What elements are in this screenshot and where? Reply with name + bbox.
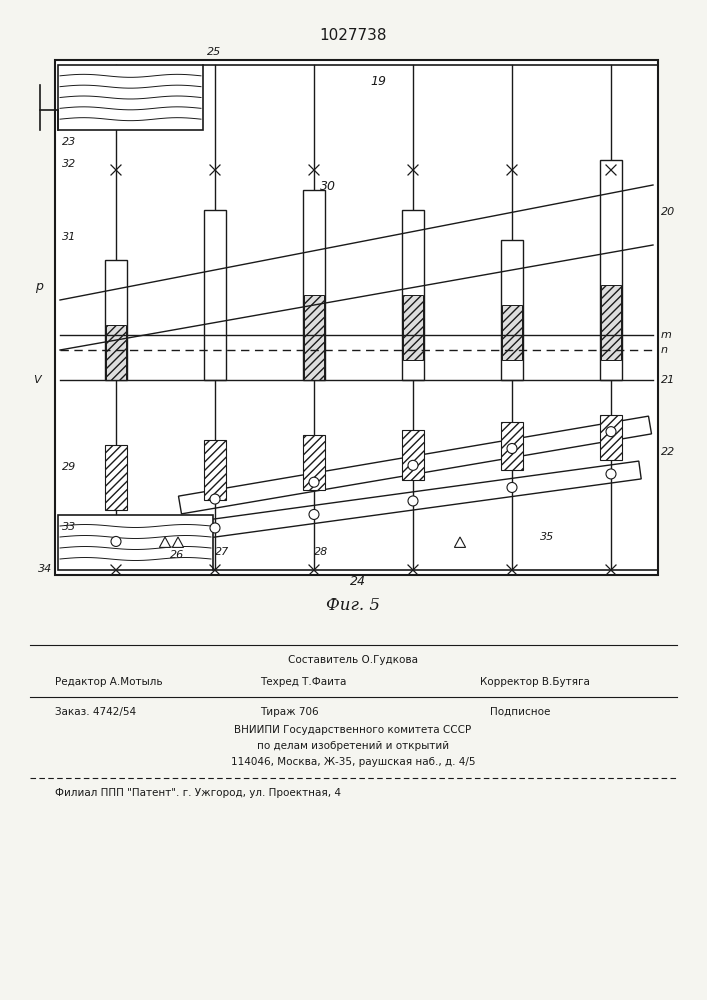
Bar (58, 65, 203, 130)
Circle shape (606, 427, 616, 437)
Text: 22: 22 (661, 447, 675, 457)
Bar (303, 435, 325, 490)
Polygon shape (455, 537, 466, 547)
Bar (501, 422, 523, 470)
Bar (105, 445, 127, 510)
Bar (105, 260, 127, 380)
Bar (204, 440, 226, 500)
Polygon shape (89, 461, 641, 554)
Circle shape (210, 523, 220, 533)
Bar (600, 160, 622, 380)
Text: 114046, Москва, Ж-35, раушская наб., д. 4/5: 114046, Москва, Ж-35, раушская наб., д. … (230, 757, 475, 767)
Text: p: p (35, 280, 43, 293)
Text: Составитель О.Гудкова: Составитель О.Гудкова (288, 655, 418, 665)
Text: 19: 19 (370, 75, 386, 88)
Polygon shape (173, 537, 184, 547)
Text: по делам изобретений и открытий: по делам изобретений и открытий (257, 741, 449, 751)
Bar (303, 190, 325, 380)
Bar (55, 60, 658, 575)
Text: 29: 29 (62, 462, 76, 472)
Circle shape (507, 443, 517, 453)
Text: 31: 31 (62, 232, 76, 242)
Text: 34: 34 (38, 564, 52, 574)
Bar (204, 210, 226, 380)
Text: 20: 20 (661, 207, 675, 217)
Text: Подписное: Подписное (490, 707, 550, 717)
Text: Корректор В.Бутяга: Корректор В.Бутяга (480, 677, 590, 687)
Bar (403, 295, 423, 360)
Text: 30: 30 (320, 180, 336, 193)
Text: Техред Т.Фаита: Техред Т.Фаита (260, 677, 346, 687)
Text: Заказ. 4742/54: Заказ. 4742/54 (55, 707, 136, 717)
Bar (501, 240, 523, 380)
Text: 26: 26 (170, 550, 185, 560)
Text: 32: 32 (62, 159, 76, 169)
Text: 23: 23 (62, 137, 76, 147)
Circle shape (111, 536, 121, 546)
Text: 1027738: 1027738 (320, 27, 387, 42)
Text: ВНИИПИ Государственного комитета СССР: ВНИИПИ Государственного комитета СССР (235, 725, 472, 735)
Bar (402, 210, 424, 380)
Bar (304, 295, 324, 380)
Bar (58, 515, 213, 570)
Text: m: m (661, 330, 672, 340)
Polygon shape (178, 416, 652, 514)
Polygon shape (159, 537, 170, 547)
Bar (106, 325, 126, 380)
Text: 28: 28 (314, 547, 328, 557)
Text: 27: 27 (215, 547, 229, 557)
Bar (502, 305, 522, 360)
Text: Редактор А.Мотыль: Редактор А.Мотыль (55, 677, 163, 687)
Text: V: V (33, 375, 40, 385)
Text: 35: 35 (540, 532, 554, 542)
Circle shape (606, 469, 616, 479)
Text: Фиг. 5: Фиг. 5 (326, 596, 380, 613)
Text: 21: 21 (661, 375, 675, 385)
Circle shape (309, 477, 319, 487)
Circle shape (507, 482, 517, 492)
Circle shape (408, 460, 418, 470)
Text: 24: 24 (350, 575, 366, 588)
Bar (601, 285, 621, 360)
Text: 25: 25 (207, 47, 221, 57)
Circle shape (210, 494, 220, 504)
Circle shape (408, 496, 418, 506)
Circle shape (309, 509, 319, 519)
Bar (402, 430, 424, 480)
Text: Филиал ППП "Патент". г. Ужгород, ул. Проектная, 4: Филиал ППП "Патент". г. Ужгород, ул. Про… (55, 788, 341, 798)
Text: 33: 33 (62, 522, 76, 532)
Text: n: n (661, 345, 668, 355)
Text: Тираж 706: Тираж 706 (260, 707, 319, 717)
Bar (600, 415, 622, 460)
